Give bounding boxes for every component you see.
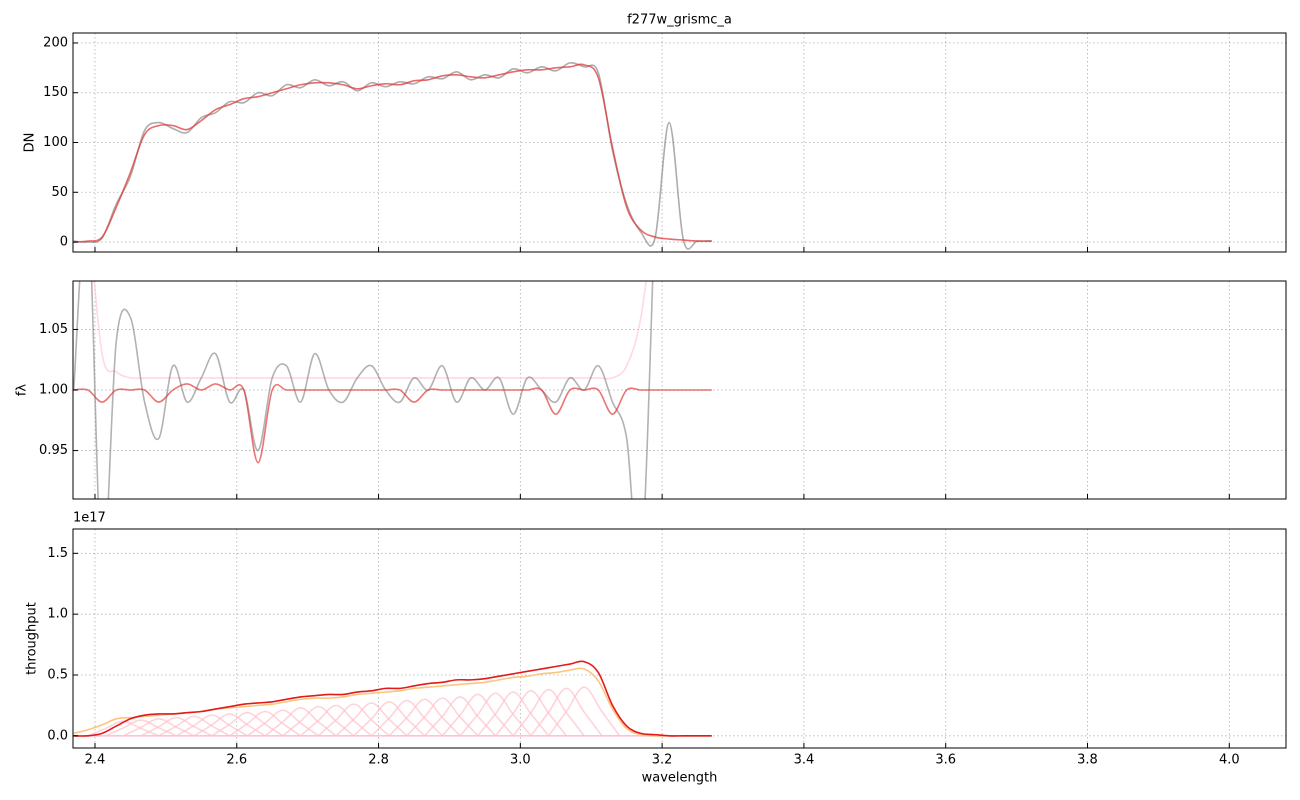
chart-title: f277w_grismc_a xyxy=(627,13,732,28)
data-line xyxy=(122,718,195,737)
x-tick-label: 3.4 xyxy=(794,753,815,768)
plot-area xyxy=(73,281,712,499)
y-axis-label: DN xyxy=(23,133,38,153)
data-line xyxy=(246,709,319,737)
y-tick-label: 0 xyxy=(60,235,68,250)
plot-area xyxy=(73,660,712,737)
axes-frame xyxy=(72,528,1287,749)
data-line xyxy=(176,714,248,737)
data-line xyxy=(73,63,712,243)
data-line xyxy=(211,711,284,737)
x-axis-label: wavelength xyxy=(642,771,718,786)
plot-area xyxy=(73,61,712,250)
data-line xyxy=(353,700,426,737)
data-line xyxy=(424,696,497,737)
data-line xyxy=(73,660,712,737)
data-line xyxy=(370,699,443,737)
data-line xyxy=(140,716,213,737)
y-tick-label: 50 xyxy=(51,185,68,200)
x-tick-label: 3.2 xyxy=(652,753,673,768)
y-tick-label: 1.00 xyxy=(39,383,68,398)
data-line xyxy=(87,720,160,737)
y-tick-label: 0.5 xyxy=(47,668,68,683)
data-line xyxy=(264,707,337,737)
y-axis-label: throughput xyxy=(25,602,40,675)
y-tick-label: 1.0 xyxy=(47,607,68,622)
data-line xyxy=(317,703,390,737)
data-line xyxy=(193,713,266,737)
x-tick-label: 4.0 xyxy=(1219,753,1240,768)
data-line xyxy=(282,705,355,737)
y-axis-label: fλ xyxy=(15,384,30,397)
y-tick-label: 1.05 xyxy=(39,322,68,337)
data-line xyxy=(477,691,550,737)
data-line xyxy=(459,692,532,737)
data-line xyxy=(494,690,568,737)
y-tick-label: 0.0 xyxy=(47,728,68,743)
data-line xyxy=(158,715,231,737)
data-line xyxy=(229,710,302,737)
x-tick-label: 3.0 xyxy=(510,753,531,768)
x-tick-label: 2.6 xyxy=(226,753,247,768)
x-tick-label: 2.4 xyxy=(85,753,106,768)
data-line xyxy=(441,693,514,737)
data-line xyxy=(73,281,654,499)
x-tick-label: 2.8 xyxy=(368,753,389,768)
data-line xyxy=(93,281,647,380)
data-line xyxy=(512,688,585,737)
data-line xyxy=(73,383,712,464)
y-tick-label: 200 xyxy=(43,35,68,50)
data-line xyxy=(530,687,603,737)
x-tick-label: 3.8 xyxy=(1077,753,1098,768)
x-tick-label: 3.6 xyxy=(935,753,956,768)
y-tick-label: 150 xyxy=(43,85,68,100)
data-line xyxy=(335,702,408,737)
data-line xyxy=(300,704,372,737)
y-tick-label: 1.5 xyxy=(47,546,68,561)
data-line xyxy=(406,697,479,737)
y-tick-label: 100 xyxy=(43,135,68,150)
offset-text: 1e17 xyxy=(73,511,106,526)
data-line xyxy=(548,686,621,737)
y-tick-label: 0.95 xyxy=(39,443,68,458)
data-line xyxy=(105,719,177,737)
data-line xyxy=(388,698,461,737)
